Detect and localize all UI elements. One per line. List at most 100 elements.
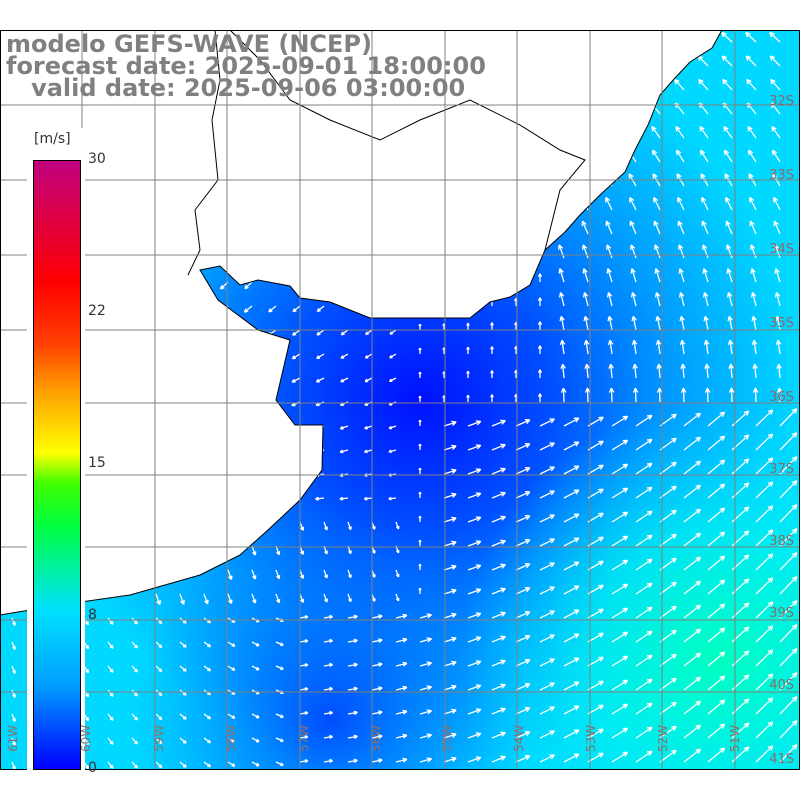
wind-arrow: [722, 78, 733, 91]
wind-arrow: [107, 665, 114, 673]
longitude-label: 59W: [152, 724, 166, 752]
wind-arrow: [750, 292, 757, 307]
wind-arrow: [365, 329, 373, 336]
wind-arrow: [491, 755, 506, 763]
wind-arrow: [491, 587, 506, 595]
wind-arrow: [340, 353, 349, 359]
wind-arrow: [559, 315, 565, 331]
wind-arrow: [537, 273, 543, 282]
wind-arrow: [418, 371, 422, 378]
wind-arrow: [539, 730, 555, 739]
wind-arrow: [443, 540, 457, 547]
wind-arrow: [268, 305, 277, 313]
wind-arrow: [107, 713, 114, 721]
wind-arrow: [467, 660, 482, 667]
wind-arrow: [680, 387, 687, 403]
wind-arrow: [563, 417, 580, 427]
wind-arrow: [131, 641, 138, 649]
wind-arrow: [587, 416, 604, 427]
wind-arrow: [587, 704, 604, 715]
wind-arrow: [537, 369, 543, 378]
wind-arrow: [755, 553, 774, 571]
wind-arrow: [779, 672, 798, 691]
longitude-label: 56W: [369, 724, 383, 752]
wind-arrow: [347, 593, 352, 603]
model-title: modelo GEFS-WAVE (NCEP): [6, 30, 372, 58]
wind-arrow: [779, 744, 798, 763]
wind-arrow: [659, 677, 677, 691]
wind-arrow: [203, 761, 212, 768]
wind-arrow: [707, 507, 726, 523]
wind-arrow: [419, 613, 432, 619]
wind-arrow: [587, 752, 604, 763]
wind-arrow: [606, 244, 613, 259]
wind-arrow: [467, 708, 482, 715]
wind-arrow: [635, 702, 653, 715]
wind-arrow: [683, 652, 702, 667]
wind-arrow: [630, 268, 637, 283]
wind-arrow: [779, 720, 798, 739]
wind-arrow: [635, 606, 653, 619]
wind-arrow: [702, 292, 709, 307]
wind-arrow: [582, 292, 589, 307]
wind-arrow: [752, 387, 759, 403]
wind-arrow: [677, 196, 685, 211]
wind-arrow: [679, 339, 686, 355]
wind-arrow: [11, 617, 16, 626]
wind-arrow: [707, 651, 726, 667]
wind-arrow: [611, 751, 629, 763]
wind-arrow: [683, 460, 702, 475]
wind-arrow: [707, 747, 726, 763]
wind-arrow: [611, 631, 629, 643]
wind-arrow: [388, 496, 397, 501]
wind-arrow: [683, 700, 702, 715]
wind-arrow: [299, 711, 309, 716]
wind-arrow: [323, 686, 334, 692]
wind-arrow: [418, 419, 422, 426]
wind-arrow: [227, 713, 236, 719]
wind-arrow: [275, 593, 281, 604]
wind-arrow: [635, 750, 653, 763]
wind-arrow: [721, 55, 733, 67]
latitude-label: 34S: [769, 242, 794, 257]
wind-arrow: [364, 425, 373, 430]
wind-arrow: [608, 387, 615, 403]
wind-arrow: [251, 737, 260, 743]
longitude-label: 58W: [224, 724, 238, 752]
wind-arrow: [659, 461, 677, 475]
wind-arrow: [443, 516, 457, 523]
wind-arrow: [659, 533, 677, 547]
wind-arrow: [364, 377, 373, 383]
wind-arrow: [655, 339, 662, 355]
wind-arrow: [131, 617, 138, 625]
wind-arrow: [515, 635, 531, 643]
wind-arrow: [299, 521, 305, 531]
wind-arrow: [395, 685, 408, 691]
wind-arrow: [315, 496, 325, 501]
wind-arrow: [703, 315, 709, 331]
latitude-label: 37S: [769, 462, 794, 477]
wind-arrow: [654, 244, 661, 259]
wind-arrow: [395, 593, 400, 602]
longitude-label: 52W: [656, 724, 670, 752]
wind-arrow: [607, 315, 613, 331]
wind-arrow: [683, 436, 702, 451]
wind-arrow: [629, 220, 637, 235]
wind-arrow: [515, 659, 531, 667]
wind-arrow: [418, 563, 422, 570]
wind-arrow: [707, 459, 726, 475]
wind-arrow: [466, 346, 470, 354]
forecast-date: forecast date: 2025-09-01 18:00:00: [6, 52, 486, 80]
wind-arrow: [515, 683, 531, 691]
wind-arrow: [251, 665, 260, 671]
latitude-label: 32S: [769, 94, 794, 109]
wind-arrow: [466, 322, 470, 330]
wind-arrow: [683, 628, 702, 643]
wind-arrow: [347, 638, 358, 644]
wind-arrow: [155, 737, 163, 745]
wind-arrow: [587, 440, 604, 451]
wind-arrow: [155, 713, 163, 721]
wind-arrow: [611, 415, 629, 427]
wind-arrow: [539, 562, 555, 571]
wind-arrow: [539, 466, 555, 475]
